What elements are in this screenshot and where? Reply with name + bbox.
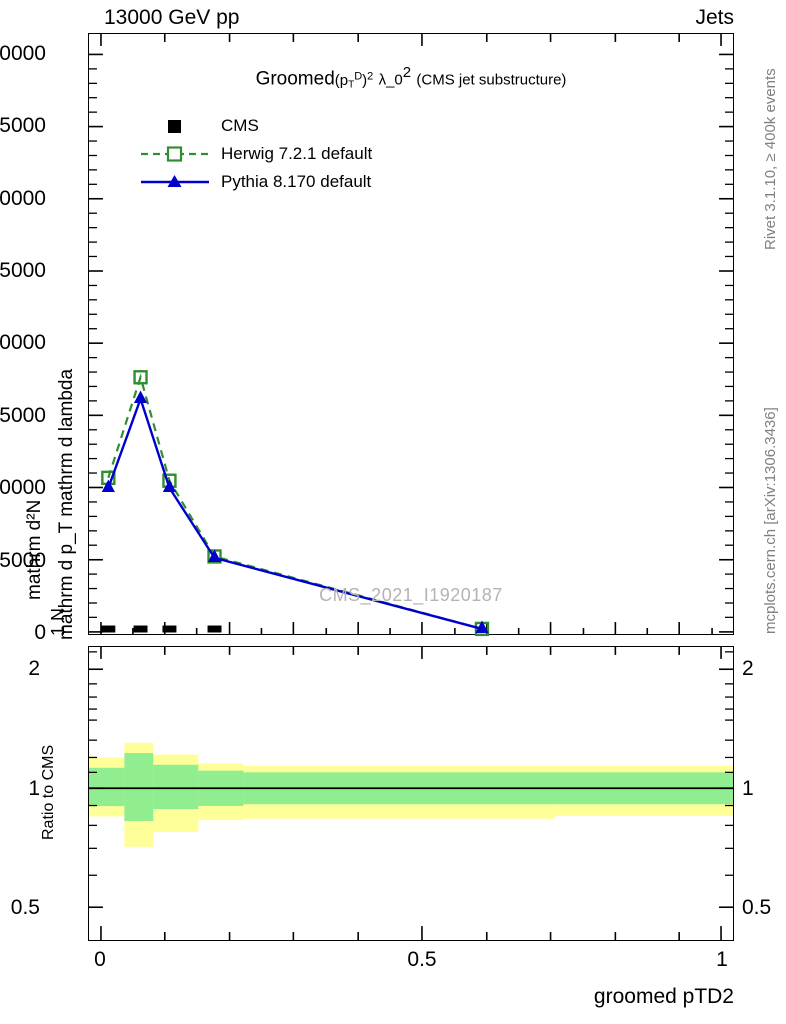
ratio-y-tick-label-05-right: 0.5	[742, 896, 772, 919]
main-plot-canvas	[89, 34, 733, 637]
legend-label-pythia: Pythia 8.170 default	[221, 172, 372, 191]
y-tick-label-40000: 40000	[0, 42, 46, 65]
y-tick-label-25000: 25000	[0, 259, 46, 282]
mcplots-source-label: mcplots.cern.ch [arXiv:1306.3436]	[762, 407, 779, 634]
plot-title-pow: 2	[367, 70, 374, 82]
ratio-plot-canvas	[89, 647, 734, 940]
legend-label-cms: CMS	[221, 116, 259, 135]
ratio-y-tick-label-2-left: 2	[28, 657, 40, 680]
plot-title-lambda: λ_0	[378, 71, 403, 89]
ratio-y-major-ticks-left	[89, 668, 103, 909]
y-tick-label-30000: 30000	[0, 187, 46, 210]
y-tick-label-20000: 20000	[0, 331, 46, 354]
rivet-version-label: Rivet 3.1.10, ≥ 400k events	[762, 68, 779, 250]
y-axis-label-numerator: mathrm d²N	[24, 499, 45, 600]
legend-marker-herwig	[139, 143, 211, 165]
y-tick-label-15000: 15000	[0, 404, 46, 427]
y-axis-minor-ticks-left	[89, 68, 97, 619]
y-tick-label-35000: 35000	[0, 114, 46, 137]
y-tick-label-10000: 10000	[0, 476, 46, 499]
ratio-y-tick-label-1-right: 1	[742, 777, 754, 800]
y-axis-major-ticks-right	[719, 53, 733, 633]
legend-label-herwig: Herwig 7.2.1 default	[221, 144, 373, 163]
ratio-y-tick-label-05-left: 0.5	[10, 896, 40, 919]
analysis-id-watermark: CMS_2021_I1920187	[319, 585, 503, 605]
series-cms-markers	[101, 625, 222, 633]
legend: CMS Herwig 7.2.1 default	[139, 112, 372, 196]
legend-row-pythia: Pythia 8.170 default	[139, 168, 372, 196]
x-axis-label: groomed pTD2	[593, 985, 734, 1008]
cms-key-icon	[168, 120, 181, 133]
ratio-y-major-ticks-right	[719, 668, 733, 909]
x-tick-label-0: 0	[94, 948, 106, 971]
x-tick-label-05: 0.5	[407, 948, 437, 971]
legend-marker-pythia	[139, 171, 211, 193]
plot-title: Groomed(pTD)2 λ_02 (CMS jet substructure…	[255, 64, 567, 90]
y-axis-minor-ticks-right	[725, 68, 733, 619]
x-axis-ticks-top	[100, 34, 722, 46]
pythia-key-icon	[141, 175, 209, 187]
legend-row-herwig: Herwig 7.2.1 default	[139, 140, 372, 168]
plot-title-sub: T	[348, 79, 355, 90]
ratio-y-tick-label-2-right: 2	[742, 657, 754, 680]
ratio-y-axis-label: Ratio to CMS	[40, 744, 57, 840]
plot-title-sup-d: D	[354, 70, 363, 82]
plot-title-suffix: (CMS jet substructure)	[416, 71, 567, 89]
ratio-y-minor-ticks-right	[725, 651, 733, 876]
main-plot-panel: Groomed(pTD)2 λ_02 (CMS jet substructure…	[88, 33, 734, 637]
ratio-plot-panel	[88, 646, 734, 941]
ratio-x-ticks-bottom	[100, 926, 722, 940]
legend-row-cms: CMS	[139, 112, 372, 140]
y-axis-label-denominator: mathrm d p_T mathrm d lambda	[56, 368, 77, 640]
y-tick-label-5000: 5000	[0, 549, 46, 572]
ratio-y-minor-ticks-left	[89, 651, 97, 876]
plot-title-prefix: Groomed	[255, 68, 335, 90]
y-axis-major-ticks-left	[89, 53, 103, 633]
x-tick-label-1: 1	[716, 948, 728, 971]
legend-marker-cms	[139, 115, 211, 137]
series-pythia-markers	[101, 390, 489, 634]
herwig-key-icon	[141, 146, 209, 162]
ratio-x-ticks-top	[100, 647, 722, 659]
plot-title-lambda-pow: 2	[402, 64, 412, 81]
y-tick-label-0: 0	[34, 621, 46, 644]
ratio-y-tick-label-1-left: 1	[28, 777, 40, 800]
analysis-category-label: Jets	[695, 6, 734, 29]
beam-energy-label: 13000 GeV pp	[104, 6, 240, 29]
y-axis-label-prefix: 1 N	[48, 607, 68, 636]
x-axis-ticks-bottom	[100, 622, 713, 634]
